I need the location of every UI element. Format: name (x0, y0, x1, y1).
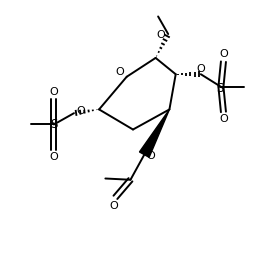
Polygon shape (139, 109, 169, 157)
Text: O: O (197, 64, 205, 74)
Text: O: O (115, 67, 124, 77)
Text: O: O (49, 152, 58, 162)
Text: O: O (110, 201, 119, 211)
Text: O: O (219, 115, 228, 124)
Text: S: S (51, 118, 58, 131)
Text: O: O (76, 106, 85, 116)
Text: O: O (49, 87, 58, 97)
Text: O: O (219, 49, 228, 59)
Text: O: O (147, 151, 155, 161)
Text: O: O (157, 30, 165, 40)
Text: S: S (216, 82, 223, 94)
